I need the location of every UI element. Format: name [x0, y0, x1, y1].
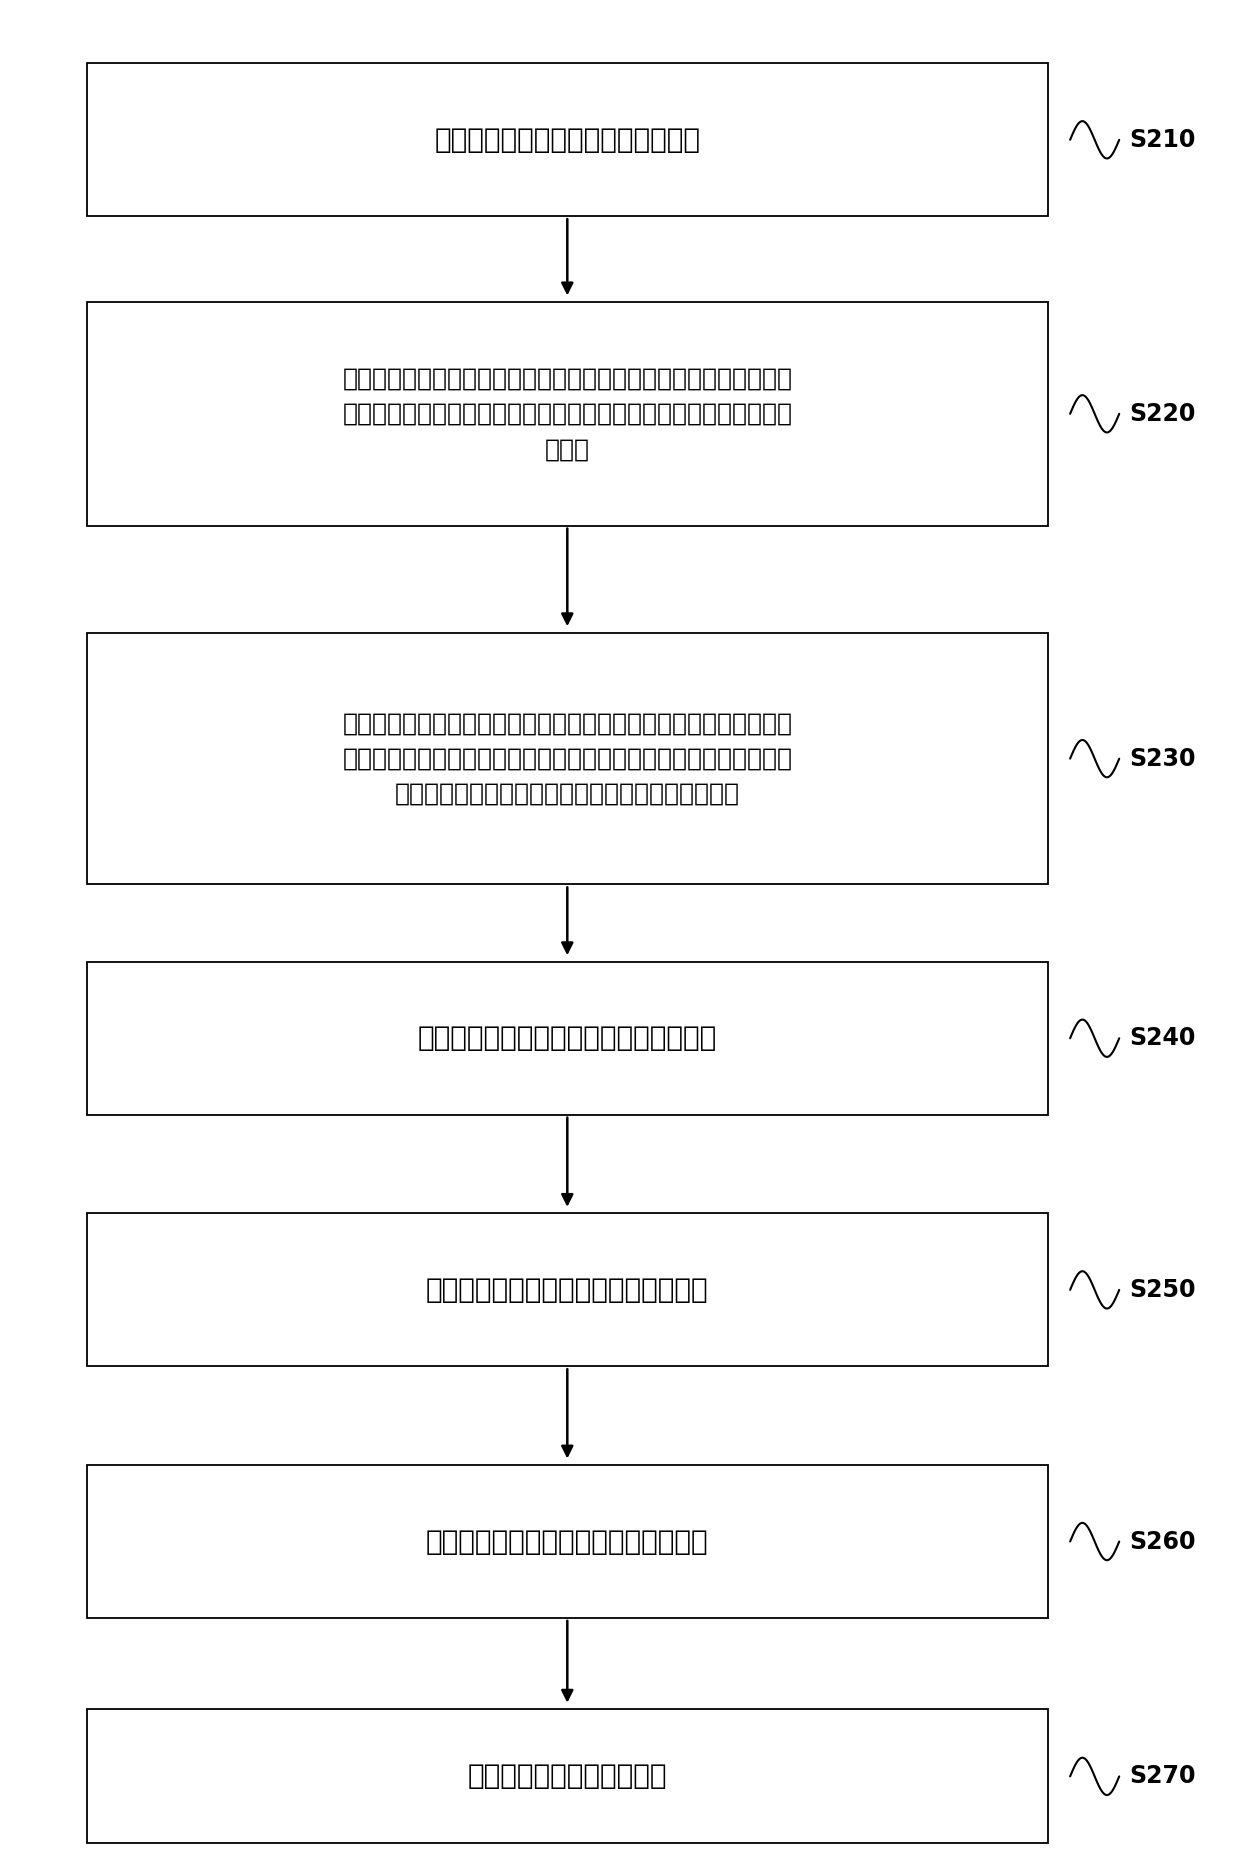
Text: 根据键标识确定对应的行数据键值对，并根据表格数据处理请求对行
数据键值对中的数值进行处理，其中，行数据键值对的键域用于存储
键标识，行数据键值对的值域用于存储行: 根据键标识确定对应的行数据键值对，并根据表格数据处理请求对行 数据键值对中的数值…	[342, 712, 792, 805]
Bar	[87, 1709, 1048, 1843]
Text: 从索引管理请求中确定待管理的索引列: 从索引管理请求中确定待管理的索引列	[427, 1275, 708, 1305]
Bar	[87, 63, 1048, 216]
Text: 根据表格数据处理请求，确定待处理行数据的键标识，其中，键标识
为待处理行数据中至少一列的数值，对应键标识的列作为行数据的键
标识列: 根据表格数据处理请求，确定待处理行数据的键标识，其中，键标识 为待处理行数据中至…	[342, 367, 792, 460]
Text: S270: S270	[1130, 1765, 1195, 1788]
Text: 将行数据的索引列中的数值作为索引值: 将行数据的索引列中的数值作为索引值	[427, 1527, 708, 1556]
Text: S260: S260	[1130, 1530, 1195, 1553]
Bar	[87, 962, 1048, 1115]
Text: 将索引值与行数据关联存储: 将索引值与行数据关联存储	[467, 1761, 667, 1791]
Bar	[87, 1465, 1048, 1618]
Text: S220: S220	[1130, 403, 1195, 425]
Bar	[87, 302, 1048, 526]
Text: 从应用层获取针对行数据的索引管理请求: 从应用层获取针对行数据的索引管理请求	[418, 1023, 717, 1053]
Text: S210: S210	[1130, 129, 1195, 151]
Text: 获取应用层传输的表格数据处理请求: 获取应用层传输的表格数据处理请求	[434, 125, 701, 155]
Bar	[87, 634, 1048, 885]
Text: S240: S240	[1130, 1027, 1195, 1049]
Text: S250: S250	[1130, 1279, 1195, 1301]
Text: S230: S230	[1130, 747, 1195, 770]
Bar	[87, 1213, 1048, 1366]
